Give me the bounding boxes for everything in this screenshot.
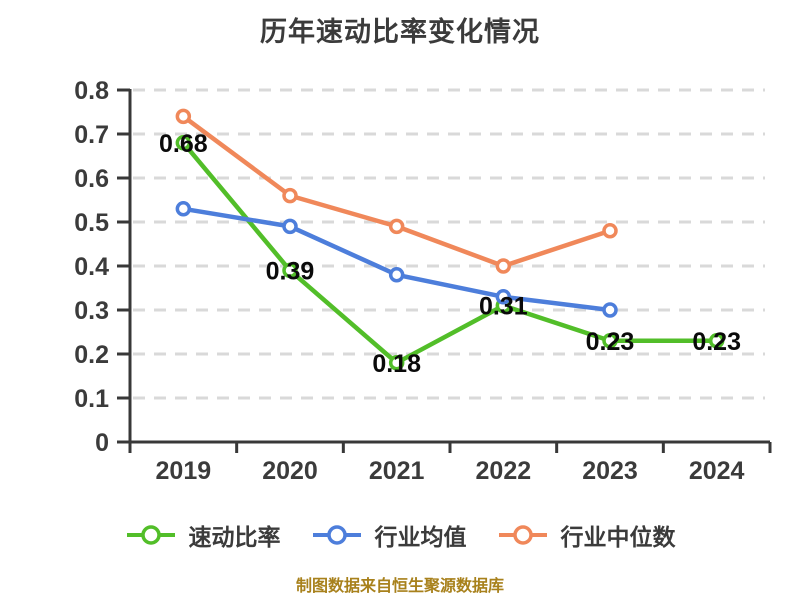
x-tick-label: 2024 [689, 457, 745, 485]
legend-item-quick-ratio[interactable]: 速动比率 [125, 518, 281, 552]
legend-item-industry-median[interactable]: 行业中位数 [497, 518, 676, 552]
data-point-marker [602, 333, 618, 349]
data-point-marker [282, 262, 298, 279]
data-point-marker [282, 218, 298, 235]
y-tick-label: 0.4 [74, 253, 109, 281]
legend: 速动比率 行业均值 行业中位数 [0, 518, 800, 552]
chart-footer: 制图数据来自恒生聚源数据库 [295, 578, 504, 595]
line-marker-icon [498, 525, 547, 545]
data-point-label: 0.31 [479, 293, 528, 321]
data-point-label: 0.39 [266, 257, 315, 285]
series-line [181, 114, 613, 269]
x-tick-label: 2020 [262, 457, 318, 485]
data-point-label: 0.23 [586, 328, 635, 356]
data-point-marker [388, 218, 405, 235]
series-line [181, 140, 719, 366]
data-point-marker [602, 302, 618, 318]
x-tick-label: 2019 [156, 457, 212, 485]
data-point-marker [175, 135, 192, 151]
data-point-marker [495, 289, 512, 305]
data-point-marker [602, 223, 618, 239]
data-point-marker [495, 258, 512, 274]
data-point-marker [175, 108, 192, 125]
x-tick-label: 2021 [369, 457, 425, 485]
y-tick-label: 0.5 [74, 209, 109, 237]
legend-item-industry-mean[interactable]: 行业均值 [311, 518, 467, 552]
data-point-marker [282, 187, 298, 204]
y-tick-label: 0.7 [74, 121, 109, 149]
line-marker-icon [126, 525, 175, 545]
y-tick-label: 0.6 [74, 165, 109, 193]
y-tick-label: 0.2 [74, 341, 109, 369]
y-tick-label: 0.1 [74, 385, 109, 413]
line-marker-icon [312, 525, 361, 545]
x-tick-label: 2022 [476, 457, 532, 485]
y-tick-label: 0 [95, 429, 109, 457]
x-tick-label: 2023 [582, 457, 638, 485]
y-tick-label: 0.8 [74, 77, 109, 105]
data-point-marker [388, 267, 405, 283]
data-point-label: 0.68 [159, 130, 208, 158]
data-point-marker [175, 201, 192, 217]
y-tick-label: 0.3 [74, 297, 109, 325]
legend-label-industry-mean: 行业均值 [374, 524, 467, 550]
data-point-label: 0.18 [372, 350, 421, 378]
chart-title: 历年速动比率变化情况 [260, 17, 540, 47]
legend-label-industry-median: 行业中位数 [560, 524, 676, 550]
data-point-label: 0.23 [692, 328, 741, 356]
data-point-marker [388, 355, 405, 371]
data-point-marker [708, 333, 725, 349]
legend-label-quick-ratio: 速动比率 [188, 524, 281, 550]
